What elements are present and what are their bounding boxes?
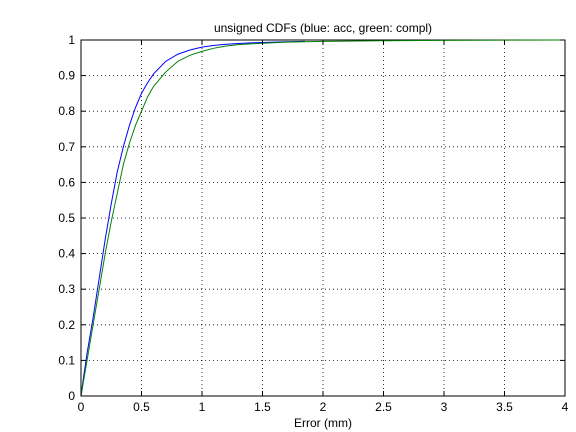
x-tick-label: 4 — [562, 400, 569, 414]
x-axis-label: Error (mm) — [294, 416, 352, 430]
x-tick-label: 0.5 — [133, 400, 150, 414]
y-tick-label: 0.5 — [58, 211, 75, 225]
y-tick-label: 0.2 — [58, 318, 75, 332]
y-tick-label: 0.9 — [58, 69, 75, 83]
y-tick-label: 0.3 — [58, 282, 75, 296]
y-tick-label: 1 — [68, 33, 75, 47]
tick-labels: 0 0.5 1 1.5 2 2.5 3 3.5 4 0 0.1 0.2 0.3 0.4 0.5 0.6 0.7 0… — [58, 33, 568, 414]
y-tick-label: 0.7 — [58, 140, 75, 154]
y-tick-label: 0 — [68, 389, 75, 403]
y-tick-label: 0.6 — [58, 175, 75, 189]
y-tick-label: 0.4 — [58, 247, 75, 261]
x-tick-label: 0 — [78, 400, 85, 414]
y-tick-label: 0.1 — [58, 353, 75, 367]
plot-area: 0 0.5 1 1.5 2 2.5 3 3.5 4 0 0.1 0.2 0.3 0.4 0.5 0.6 0.7 0… — [58, 33, 568, 414]
y-tick-label: 0.8 — [58, 104, 75, 118]
series-lines — [80, 39, 566, 397]
series-line-1 — [80, 40, 305, 397]
x-tick-label: 2 — [320, 400, 327, 414]
grid-lines — [81, 40, 565, 396]
chart-title: unsigned CDFs (blue: acc, green: compl) — [214, 21, 432, 35]
axis-ticks — [80, 39, 566, 397]
x-tick-label: 2.5 — [375, 400, 392, 414]
x-tick-label: 1 — [199, 400, 206, 414]
x-tick-label: 1.5 — [254, 400, 271, 414]
series-line-2 — [80, 39, 566, 397]
x-tick-label: 3.5 — [496, 400, 513, 414]
x-tick-label: 3 — [441, 400, 448, 414]
